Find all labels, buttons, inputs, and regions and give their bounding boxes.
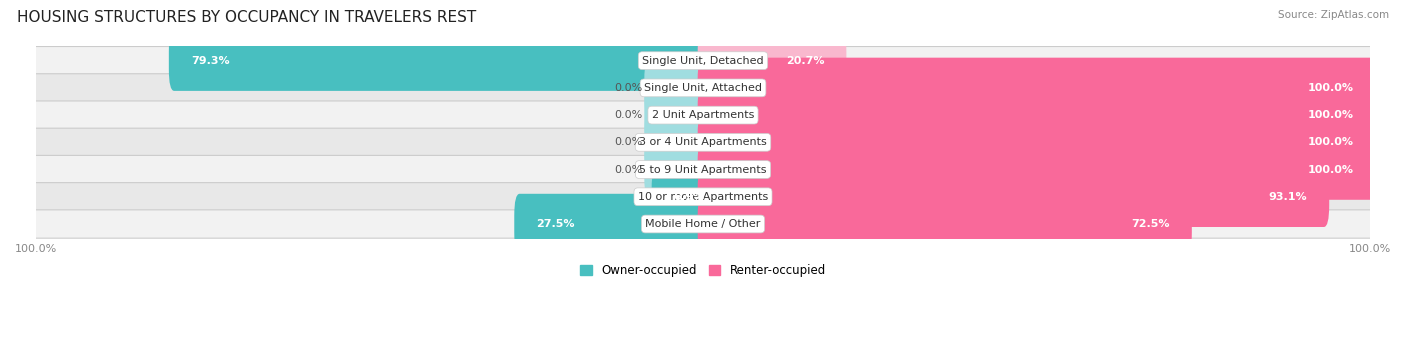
FancyBboxPatch shape bbox=[644, 112, 709, 173]
FancyBboxPatch shape bbox=[22, 128, 1384, 157]
Legend: Owner-occupied, Renter-occupied: Owner-occupied, Renter-occupied bbox=[575, 259, 831, 281]
FancyBboxPatch shape bbox=[644, 139, 709, 200]
FancyBboxPatch shape bbox=[697, 139, 1375, 200]
Text: Single Unit, Detached: Single Unit, Detached bbox=[643, 56, 763, 66]
Text: 3 or 4 Unit Apartments: 3 or 4 Unit Apartments bbox=[640, 137, 766, 147]
Text: 10 or more Apartments: 10 or more Apartments bbox=[638, 192, 768, 202]
FancyBboxPatch shape bbox=[697, 194, 1192, 254]
Text: Source: ZipAtlas.com: Source: ZipAtlas.com bbox=[1278, 10, 1389, 20]
Text: 0.0%: 0.0% bbox=[614, 137, 643, 147]
Text: Mobile Home / Other: Mobile Home / Other bbox=[645, 219, 761, 229]
Text: HOUSING STRUCTURES BY OCCUPANCY IN TRAVELERS REST: HOUSING STRUCTURES BY OCCUPANCY IN TRAVE… bbox=[17, 10, 477, 25]
Text: 100.0%: 100.0% bbox=[1308, 137, 1353, 147]
FancyBboxPatch shape bbox=[515, 194, 709, 254]
FancyBboxPatch shape bbox=[169, 30, 709, 91]
Text: 93.1%: 93.1% bbox=[1268, 192, 1308, 202]
Text: Single Unit, Attached: Single Unit, Attached bbox=[644, 83, 762, 93]
Text: 72.5%: 72.5% bbox=[1132, 219, 1170, 229]
FancyBboxPatch shape bbox=[22, 46, 1384, 75]
Text: 5 to 9 Unit Apartments: 5 to 9 Unit Apartments bbox=[640, 165, 766, 175]
Text: 0.0%: 0.0% bbox=[614, 165, 643, 175]
FancyBboxPatch shape bbox=[22, 210, 1384, 238]
Text: 2 Unit Apartments: 2 Unit Apartments bbox=[652, 110, 754, 120]
Text: 100.0%: 100.0% bbox=[1308, 83, 1353, 93]
FancyBboxPatch shape bbox=[651, 166, 709, 227]
Text: 0.0%: 0.0% bbox=[614, 83, 643, 93]
FancyBboxPatch shape bbox=[644, 85, 709, 145]
FancyBboxPatch shape bbox=[697, 30, 846, 91]
FancyBboxPatch shape bbox=[697, 112, 1375, 173]
Text: 20.7%: 20.7% bbox=[786, 56, 824, 66]
Text: 0.0%: 0.0% bbox=[614, 110, 643, 120]
FancyBboxPatch shape bbox=[22, 155, 1384, 184]
Text: 79.3%: 79.3% bbox=[191, 56, 229, 66]
Text: 6.9%: 6.9% bbox=[673, 192, 704, 202]
FancyBboxPatch shape bbox=[22, 183, 1384, 211]
Text: 27.5%: 27.5% bbox=[536, 219, 575, 229]
FancyBboxPatch shape bbox=[22, 74, 1384, 102]
FancyBboxPatch shape bbox=[22, 101, 1384, 129]
FancyBboxPatch shape bbox=[697, 166, 1329, 227]
FancyBboxPatch shape bbox=[697, 85, 1375, 145]
Text: 100.0%: 100.0% bbox=[1308, 165, 1353, 175]
FancyBboxPatch shape bbox=[644, 58, 709, 118]
FancyBboxPatch shape bbox=[697, 58, 1375, 118]
Text: 100.0%: 100.0% bbox=[1308, 110, 1353, 120]
